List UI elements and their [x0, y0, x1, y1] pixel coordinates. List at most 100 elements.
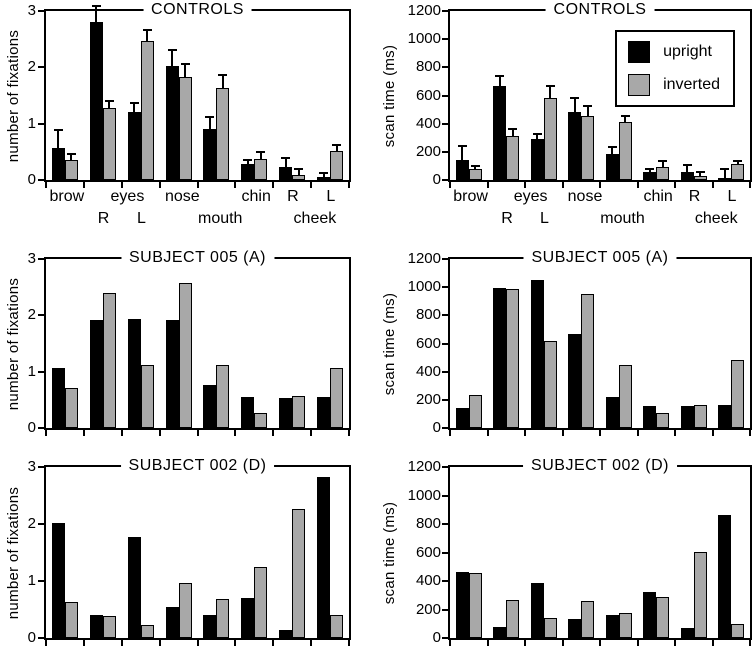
x-tick	[272, 182, 275, 188]
y-tick-label: 600	[415, 543, 441, 561]
error-bar-stem	[208, 116, 211, 129]
y-tick	[442, 150, 448, 153]
x-tick	[486, 182, 489, 188]
x-tick	[310, 640, 313, 646]
bar-inverted-brow	[64, 602, 78, 638]
bar-upright-cheek-r	[680, 628, 694, 638]
bar-inverted-cheek-r	[292, 175, 306, 180]
bar-inverted-eyes-r	[102, 293, 116, 428]
error-bar-stem	[661, 160, 664, 167]
error-bar-stem	[246, 159, 249, 164]
error-bar-cap	[281, 157, 291, 159]
bar-upright-brow	[455, 408, 469, 428]
y-tick	[38, 179, 44, 181]
error-bar-cap	[319, 172, 329, 174]
x-tick	[272, 640, 275, 646]
error-bar-cap	[104, 100, 114, 102]
error-bar-cap	[294, 168, 304, 170]
error-bar-stem	[221, 74, 224, 88]
y-tick-label: 200	[415, 600, 441, 618]
error-bar-cap	[695, 171, 705, 173]
bar-inverted-mouth	[618, 122, 632, 180]
y-tick	[38, 10, 44, 12]
y-tick-label: 1000	[407, 278, 441, 296]
chart-subject-002-fixations: SUBJECT 002 (D)	[38, 456, 351, 646]
error-bar-stem	[686, 164, 689, 172]
error-bar-cap	[180, 63, 190, 65]
y-tick-label: 2	[27, 306, 36, 324]
bar-upright-cheek-r	[680, 172, 694, 180]
x-tick	[749, 640, 751, 646]
bar-inverted-nose	[178, 283, 192, 428]
error-bar-cap	[645, 168, 655, 170]
bar-inverted-eyes-r	[506, 289, 520, 428]
bar-upright-eyes-l	[530, 280, 544, 428]
y-tick-label: 3	[27, 250, 36, 267]
x-axis-label: L	[727, 188, 737, 205]
y-axis-label-text: number of fixations	[5, 277, 22, 410]
y-tick-label: 600	[415, 334, 441, 352]
x-axis-label: nose	[164, 188, 200, 205]
x-tick	[272, 430, 275, 436]
y-tick	[38, 637, 44, 639]
x-tick	[636, 640, 639, 646]
y-tick-label: 200	[415, 390, 441, 408]
error-bar-stem	[723, 168, 726, 178]
bar-upright-chin	[241, 164, 255, 180]
y-tick-label: 1	[27, 572, 36, 589]
bar-inverted-nose	[178, 77, 192, 180]
bar-upright-chin	[241, 598, 255, 638]
x-axis-label: chin	[241, 188, 271, 205]
x-tick	[449, 430, 451, 436]
error-bar-stem	[624, 115, 627, 122]
bar-upright-cheek-l	[718, 405, 732, 428]
x-axis-label: cheek	[694, 210, 738, 227]
x-axis-label: brow	[453, 188, 488, 205]
x-tick	[524, 430, 526, 436]
bar-inverted-brow	[468, 573, 482, 638]
bar-upright-brow	[51, 523, 65, 638]
bar-inverted-eyes-l	[140, 41, 154, 180]
error-bar-stem	[461, 145, 464, 160]
bar-upright-eyes-r	[89, 320, 103, 428]
y-tick-label: 400	[415, 114, 441, 132]
error-bar-cap	[243, 159, 253, 161]
error-bar-cap	[570, 97, 580, 99]
error-bar-stem	[57, 129, 60, 148]
error-bar-cap	[91, 5, 101, 7]
y-tick	[442, 370, 448, 373]
error-bar-stem	[284, 157, 287, 167]
x-tick	[310, 182, 313, 188]
bar-upright-nose	[165, 607, 179, 638]
x-tick	[561, 182, 564, 188]
bar-inverted-cheek-r	[292, 509, 306, 638]
x-tick	[749, 430, 751, 436]
bar-inverted-mouth	[618, 613, 632, 638]
y-axis-label-text: scan time (ms)	[381, 292, 398, 395]
legend: upright inverted	[615, 30, 735, 107]
bar-inverted-cheek-r	[693, 552, 707, 638]
error-bar-cap	[607, 146, 617, 148]
error-bar-stem	[536, 133, 539, 139]
bar-upright-eyes-l	[127, 537, 141, 638]
x-axis-label: mouth	[197, 210, 243, 227]
bar-upright-cheek-r	[680, 406, 694, 428]
error-bar-stem	[146, 29, 149, 41]
y-tick	[38, 122, 44, 125]
error-bar-cap	[720, 168, 730, 170]
bar-inverted-brow	[468, 169, 482, 180]
x-axis-label: eyes	[110, 188, 145, 205]
x-axis-label: L	[326, 188, 336, 205]
y-axis-label-text: number of fixations	[5, 486, 22, 619]
y-tick	[442, 637, 448, 639]
legend-swatch-inverted	[628, 74, 651, 96]
error-bar-cap	[129, 102, 139, 104]
x-tick	[449, 182, 451, 188]
error-bar-stem	[586, 105, 589, 116]
legend-item: inverted	[628, 74, 720, 96]
y-tick	[442, 122, 448, 125]
y-tick	[38, 523, 44, 525]
y-tick-label: 0	[27, 629, 36, 646]
y-tick-label: 1200	[407, 458, 441, 475]
bar-upright-chin	[643, 406, 657, 428]
